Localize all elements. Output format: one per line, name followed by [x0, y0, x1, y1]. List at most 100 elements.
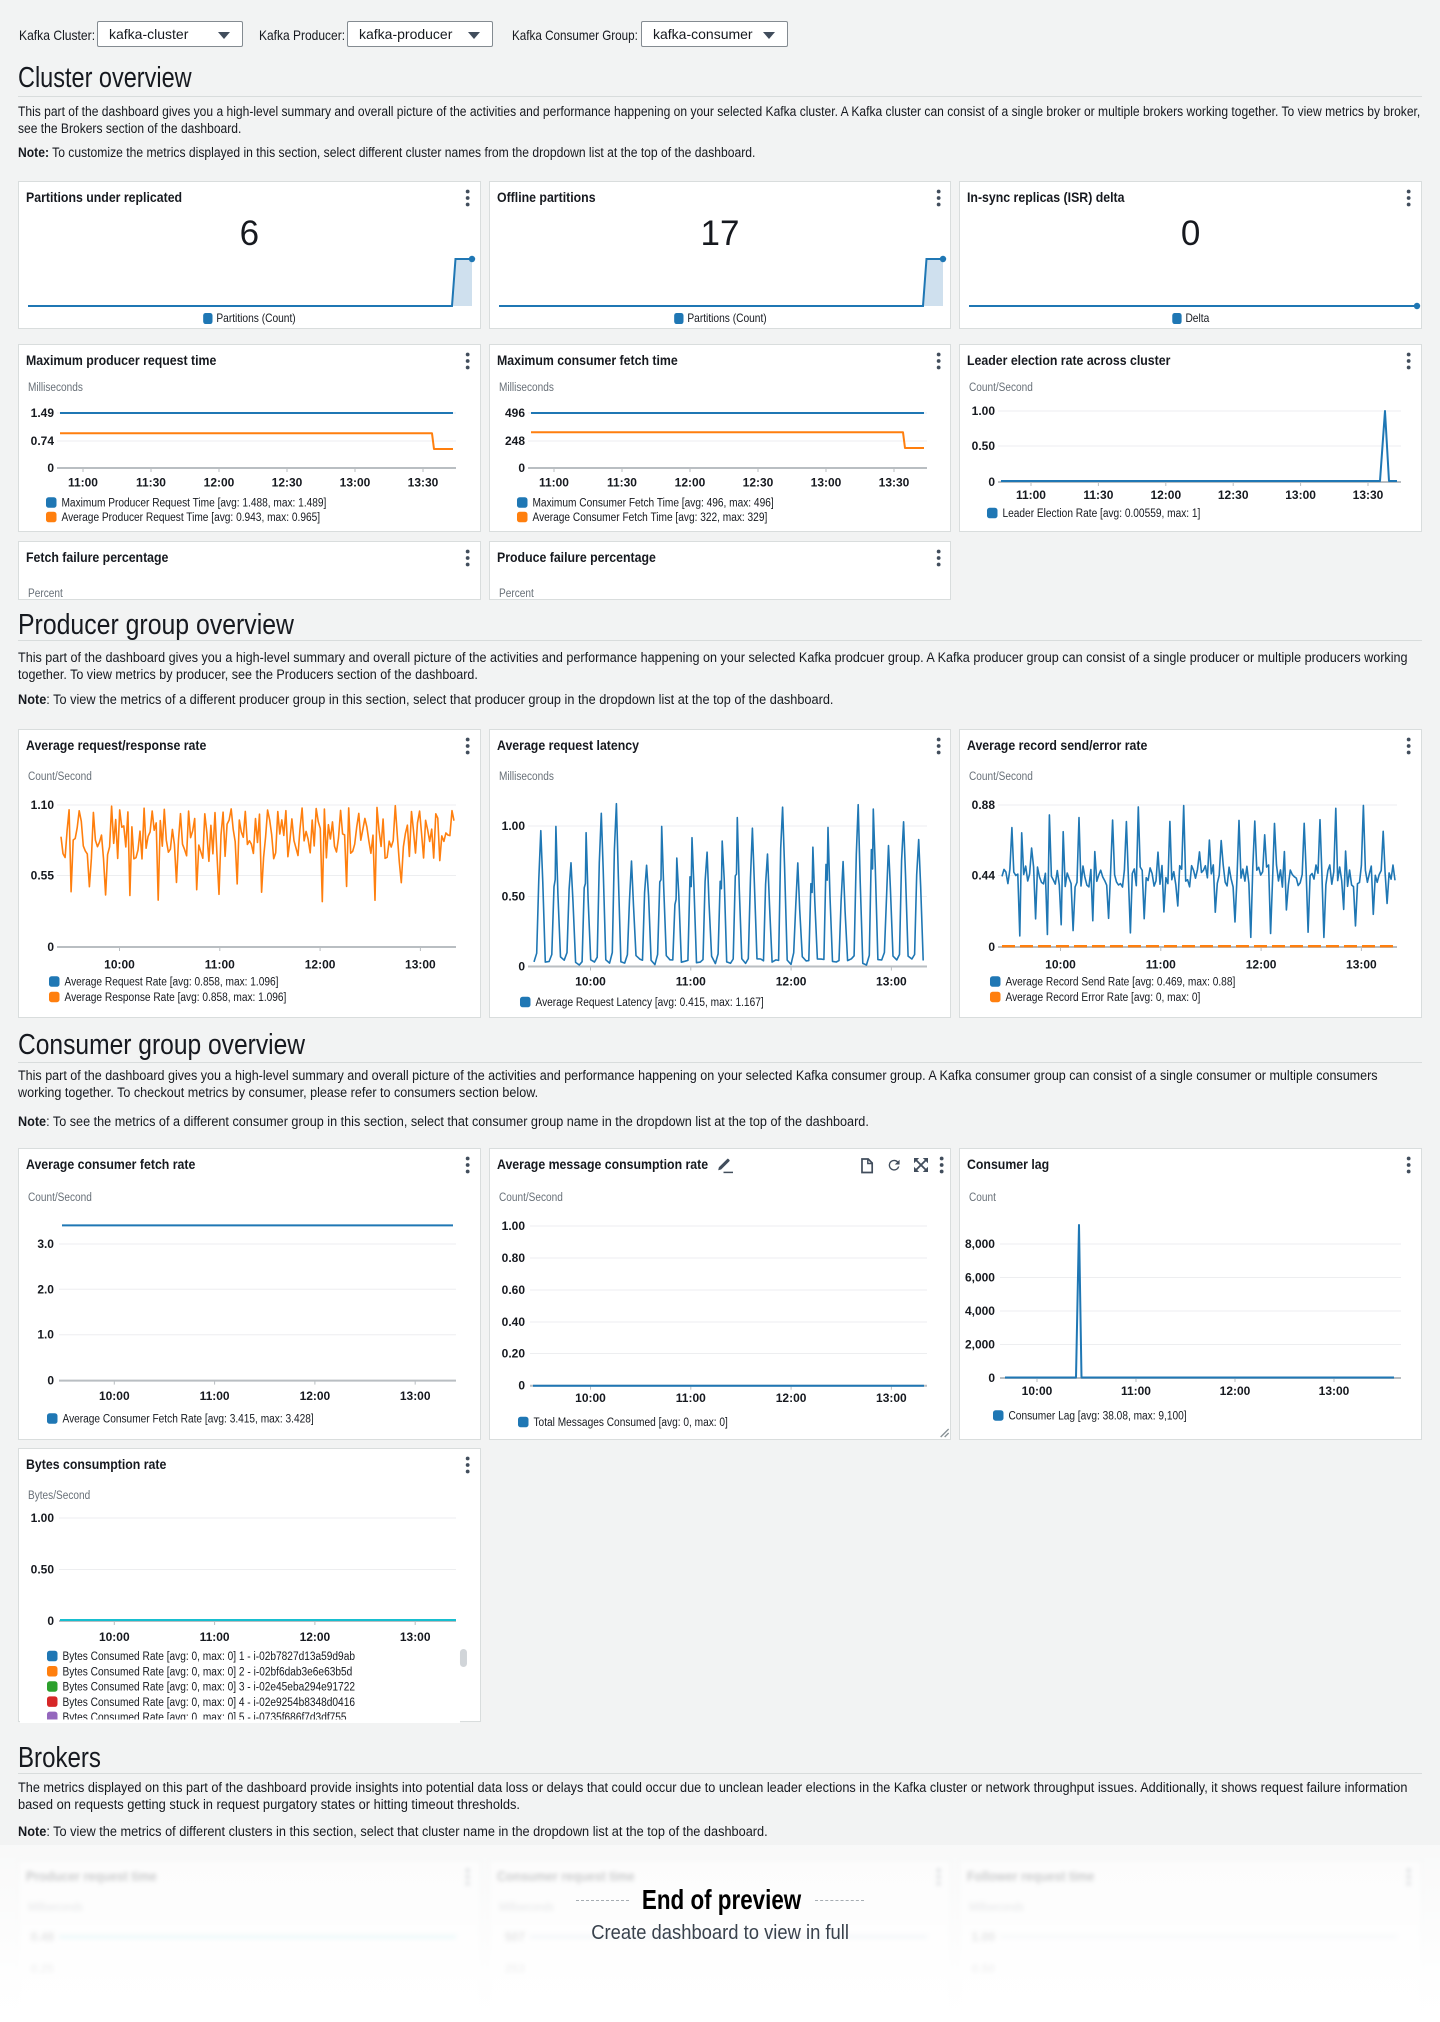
svg-text:0.55: 0.55: [31, 868, 55, 882]
svg-text:13:00: 13:00: [1286, 488, 1317, 502]
svg-text:10:00: 10:00: [99, 1630, 130, 1644]
svg-text:12:00: 12:00: [1246, 957, 1277, 971]
svg-text:13:00: 13:00: [1346, 957, 1377, 971]
svg-text:1.00: 1.00: [501, 819, 525, 833]
svg-text:0.50: 0.50: [501, 889, 525, 903]
svg-text:11:00: 11:00: [200, 1630, 230, 1644]
svg-text:12:00: 12:00: [775, 974, 806, 988]
svg-text:13:00: 13:00: [876, 974, 907, 988]
svg-text:0: 0: [518, 461, 525, 475]
svg-text:10:00: 10:00: [1022, 1384, 1053, 1398]
svg-text:1.10: 1.10: [31, 798, 55, 812]
svg-text:Count: Count: [969, 1190, 996, 1204]
svg-text:Count/Second: Count/Second: [28, 1190, 92, 1204]
svg-text:12:00: 12:00: [305, 957, 336, 971]
svg-text:12:30: 12:30: [1218, 488, 1249, 502]
svg-text:13:00: 13:00: [405, 957, 436, 971]
svg-text:Bytes Consumed Rate [avg: 0, m: Bytes Consumed Rate [avg: 0, max: 0] 4 -…: [62, 1695, 355, 1709]
svg-text:Bytes/Second: Bytes/Second: [28, 1488, 90, 1502]
svg-text:0: 0: [989, 475, 996, 489]
svg-text:0.44: 0.44: [972, 868, 996, 882]
svg-text:13:00: 13:00: [810, 475, 841, 489]
svg-text:Count/Second: Count/Second: [499, 1190, 563, 1204]
svg-text:12:30: 12:30: [742, 475, 773, 489]
svg-text:Milliseconds: Milliseconds: [28, 380, 83, 394]
svg-text:12:00: 12:00: [300, 1630, 331, 1644]
svg-text:11:00: 11:00: [1016, 488, 1046, 502]
svg-text:12:00: 12:00: [204, 475, 235, 489]
svg-text:Consumer Lag [avg: 38.08, max:: Consumer Lag [avg: 38.08, max: 9,100]: [1009, 1409, 1187, 1423]
svg-text:1.00: 1.00: [31, 1511, 55, 1525]
svg-text:13:00: 13:00: [400, 1389, 431, 1403]
svg-text:11:00: 11:00: [200, 1389, 230, 1403]
svg-text:2,000: 2,000: [965, 1337, 995, 1351]
svg-text:0.20: 0.20: [501, 1346, 525, 1360]
svg-text:Milliseconds: Milliseconds: [499, 380, 554, 394]
svg-text:Bytes Consumed Rate [avg: 0, m: Bytes Consumed Rate [avg: 0, max: 0] 2 -…: [62, 1664, 352, 1678]
svg-text:Average Consumer Fetch Time [a: Average Consumer Fetch Time [avg: 322, m…: [532, 510, 767, 524]
svg-text:11:30: 11:30: [136, 475, 166, 489]
svg-text:13:30: 13:30: [878, 475, 909, 489]
svg-text:3.0: 3.0: [37, 1237, 54, 1251]
svg-text:0.40: 0.40: [501, 1315, 525, 1329]
svg-text:10:00: 10:00: [575, 1391, 606, 1405]
svg-text:0.50: 0.50: [31, 1563, 55, 1577]
svg-text:Maximum Consumer Fetch Time [a: Maximum Consumer Fetch Time [avg: 496, m…: [532, 496, 773, 510]
svg-text:0: 0: [47, 940, 54, 954]
svg-text:0: 0: [47, 1374, 54, 1388]
svg-text:0: 0: [518, 959, 525, 973]
svg-text:0: 0: [518, 1379, 525, 1393]
svg-text:11:00: 11:00: [205, 957, 235, 971]
svg-text:11:00: 11:00: [68, 475, 98, 489]
svg-text:12:00: 12:00: [775, 1391, 806, 1405]
svg-text:13:30: 13:30: [1353, 488, 1384, 502]
svg-text:6,000: 6,000: [965, 1271, 995, 1285]
svg-text:1.00: 1.00: [501, 1219, 525, 1233]
svg-text:11:30: 11:30: [607, 475, 637, 489]
svg-text:12:30: 12:30: [272, 475, 303, 489]
svg-text:0: 0: [989, 1371, 996, 1385]
svg-text:13:00: 13:00: [400, 1630, 431, 1644]
svg-text:0: 0: [989, 940, 996, 954]
svg-text:11:30: 11:30: [1084, 488, 1114, 502]
svg-text:11:00: 11:00: [1146, 957, 1176, 971]
svg-text:12:00: 12:00: [674, 475, 705, 489]
svg-text:Average Producer Request Time: Average Producer Request Time [avg: 0.94…: [61, 510, 320, 524]
svg-text:1.00: 1.00: [972, 404, 996, 418]
svg-text:12:00: 12:00: [1220, 1384, 1251, 1398]
svg-text:Count/Second: Count/Second: [28, 769, 92, 783]
svg-text:0: 0: [47, 461, 54, 475]
svg-text:Average Request Rate [avg: 0.8: Average Request Rate [avg: 0.858, max: 1…: [64, 975, 278, 989]
svg-text:10:00: 10:00: [99, 1389, 130, 1403]
svg-text:12:00: 12:00: [1151, 488, 1182, 502]
svg-text:8,000: 8,000: [965, 1237, 995, 1251]
svg-text:Milliseconds: Milliseconds: [499, 769, 554, 783]
svg-text:10:00: 10:00: [1045, 957, 1076, 971]
svg-text:Count/Second: Count/Second: [969, 769, 1033, 783]
svg-text:12:00: 12:00: [300, 1389, 331, 1403]
svg-text:0.74: 0.74: [31, 434, 55, 448]
svg-text:Count/Second: Count/Second: [969, 380, 1033, 394]
svg-text:2.0: 2.0: [37, 1282, 54, 1296]
svg-text:13:00: 13:00: [340, 475, 371, 489]
svg-text:248: 248: [505, 434, 525, 448]
svg-text:0: 0: [47, 1614, 54, 1628]
svg-text:Percent: Percent: [28, 586, 63, 600]
svg-text:10:00: 10:00: [104, 957, 135, 971]
svg-text:Bytes Consumed Rate [avg: 0, m: Bytes Consumed Rate [avg: 0, max: 0] 3 -…: [62, 1680, 355, 1694]
svg-text:0.80: 0.80: [501, 1251, 525, 1265]
svg-text:11:00: 11:00: [675, 1391, 705, 1405]
svg-text:0.60: 0.60: [501, 1283, 525, 1297]
svg-text:Bytes Consumed Rate [avg: 0, m: Bytes Consumed Rate [avg: 0, max: 0] 1 -…: [62, 1649, 355, 1663]
svg-text:13:00: 13:00: [1319, 1384, 1350, 1398]
svg-text:Average Record Error Rate [avg: Average Record Error Rate [avg: 0, max: …: [1006, 990, 1201, 1004]
svg-text:0.50: 0.50: [972, 439, 996, 453]
svg-text:Total Messages Consumed [avg:: Total Messages Consumed [avg: 0, max: 0]: [533, 1415, 727, 1429]
svg-text:Average Record Send Rate [avg:: Average Record Send Rate [avg: 0.469, ma…: [1006, 975, 1236, 989]
svg-text:1.49: 1.49: [31, 406, 55, 420]
svg-text:Average Response Rate [avg: 0.: Average Response Rate [avg: 0.858, max: …: [64, 990, 286, 1004]
svg-text:496: 496: [505, 406, 525, 420]
svg-text:Average Consumer Fetch Rate [a: Average Consumer Fetch Rate [avg: 3.415,…: [62, 1412, 313, 1426]
svg-text:4,000: 4,000: [965, 1304, 995, 1318]
svg-text:Average Request Latency [avg:: Average Request Latency [avg: 0.415, max…: [535, 995, 763, 1009]
